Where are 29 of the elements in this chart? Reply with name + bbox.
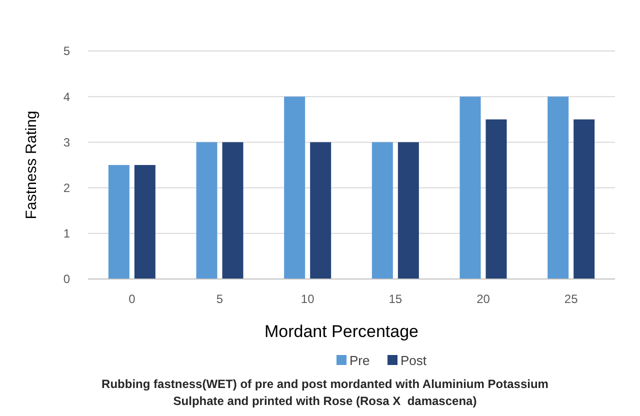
legend-label: Post <box>400 353 427 368</box>
bar <box>310 142 332 279</box>
bar <box>134 165 156 279</box>
bar <box>284 96 306 279</box>
bar <box>108 165 130 279</box>
x-tick-label: 25 <box>564 292 578 306</box>
bar <box>486 119 507 279</box>
x-axis-title: Mordant Percentage <box>264 322 419 341</box>
y-tick-label: 0 <box>63 272 70 286</box>
text: Rubbing fastness(WET) of pre and post mordanted with Aluminium Potassium Sulphate and printed with Rose (Rosa X damascena) <box>102 377 548 408</box>
y-tick-label: 5 <box>63 44 70 58</box>
y-tick-label: 4 <box>63 90 70 104</box>
x-tick-label: 15 <box>388 292 402 306</box>
bar <box>196 142 218 279</box>
x-tick-label: 0 <box>128 292 136 306</box>
bar <box>398 142 419 279</box>
bar <box>574 119 595 279</box>
legend-label: Pre <box>350 353 370 368</box>
y-tick-label: 1 <box>63 226 70 241</box>
y-tick-label: 3 <box>63 135 70 150</box>
bar <box>460 96 481 279</box>
bar <box>222 142 244 279</box>
bar <box>372 142 393 279</box>
y-axis-title: Fastness Rating <box>23 110 40 220</box>
x-tick-label: 20 <box>476 292 490 306</box>
x-tick-label: 5 <box>216 292 224 306</box>
y-tick-label: 2 <box>63 181 70 195</box>
bar <box>548 96 569 279</box>
x-tick-label: 10 <box>300 292 315 306</box>
